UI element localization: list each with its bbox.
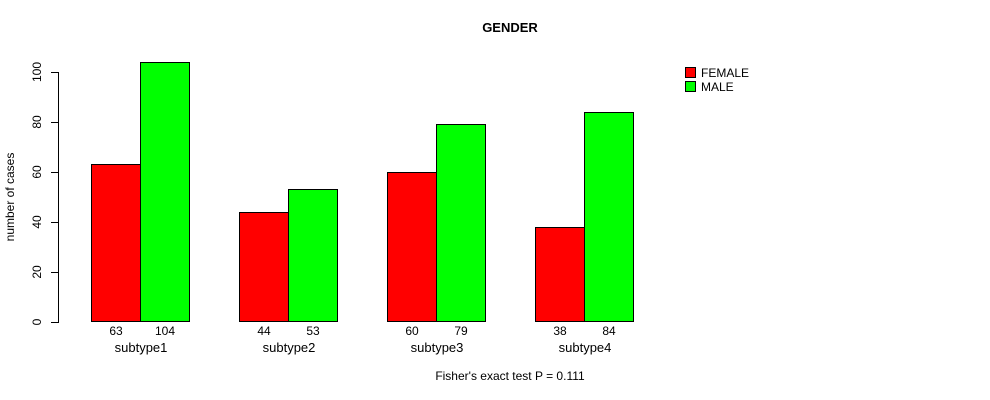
legend-swatch-male xyxy=(685,81,696,92)
category-label-subtype1: subtype1 xyxy=(114,340,168,355)
chart-title: GENDER xyxy=(482,20,538,35)
y-axis-tick-label: 20 xyxy=(30,265,44,279)
bar-value-label: 53 xyxy=(306,324,320,338)
bar-male-subtype2 xyxy=(288,189,338,322)
y-axis-tick-label: 0 xyxy=(30,318,44,326)
legend-label: FEMALE xyxy=(701,66,750,80)
bar-female-subtype4 xyxy=(535,227,585,322)
legend-label: MALE xyxy=(701,80,734,94)
y-axis-tick-label: 100 xyxy=(30,61,44,83)
y-axis-tick xyxy=(51,122,58,123)
bar-value-label: 84 xyxy=(602,324,616,338)
y-axis-tick xyxy=(51,222,58,223)
bar-value-label: 60 xyxy=(405,324,419,338)
legend-item-male: MALE xyxy=(685,80,765,94)
y-axis-tick xyxy=(51,322,58,323)
y-axis-tick-label: 40 xyxy=(30,215,44,229)
y-axis-tick-label: 80 xyxy=(30,115,44,129)
y-axis-tick xyxy=(51,272,58,273)
bar-value-label: 104 xyxy=(154,324,176,338)
y-axis-tick xyxy=(51,172,58,173)
y-axis-line xyxy=(58,72,59,323)
y-axis-tick-label: 60 xyxy=(30,165,44,179)
bar-male-subtype4 xyxy=(584,112,634,322)
bar-value-label: 63 xyxy=(109,324,123,338)
fisher-test-caption: Fisher's exact test P = 0.111 xyxy=(435,369,585,383)
y-axis-label: number of cases xyxy=(3,152,17,242)
bar-male-subtype1 xyxy=(140,62,190,322)
legend-swatch-female xyxy=(685,67,696,78)
bar-value-label: 38 xyxy=(553,324,567,338)
bar-female-subtype3 xyxy=(387,172,437,322)
category-label-subtype2: subtype2 xyxy=(262,340,316,355)
bar-value-label: 79 xyxy=(454,324,468,338)
category-label-subtype3: subtype3 xyxy=(410,340,464,355)
legend-item-female: FEMALE xyxy=(685,66,765,80)
bar-male-subtype3 xyxy=(436,124,486,322)
bar-value-label: 44 xyxy=(257,324,271,338)
bar-female-subtype1 xyxy=(91,164,141,322)
category-label-subtype4: subtype4 xyxy=(558,340,612,355)
y-axis-tick xyxy=(51,72,58,73)
bar-female-subtype2 xyxy=(239,212,289,322)
